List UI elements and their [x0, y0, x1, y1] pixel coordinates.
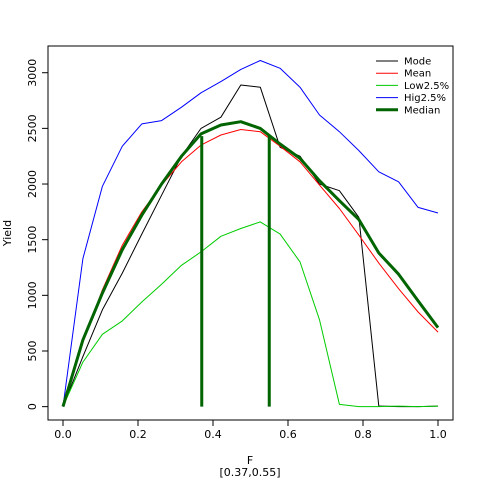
x-tick-label: 1.0: [429, 428, 447, 441]
series-line-mode: [62, 84, 439, 408]
x-tick-label: 0.0: [54, 428, 72, 441]
series-line-low2-5-: [62, 221, 439, 408]
series-line-hig2-5-: [62, 60, 439, 407]
y-tick-label: 3000: [26, 59, 39, 87]
plot-frame: [47, 45, 454, 421]
interval-lines: [200, 136, 271, 407]
series-layer: [61, 60, 440, 408]
y-tick-label: 0: [26, 403, 39, 410]
x-tick-label: 0.6: [279, 428, 297, 441]
y-tick-label: 2000: [26, 170, 39, 198]
legend-label: Hig2.5%: [404, 93, 446, 104]
legend-label: Median: [404, 105, 440, 116]
x-tick-label: 0.4: [204, 428, 222, 441]
series-line-mean: [62, 129, 439, 407]
legend-label: Low2.5%: [404, 81, 449, 92]
series-line-median: [61, 120, 440, 408]
y-tick-label: 1500: [26, 226, 39, 254]
y-tick-label: 1000: [26, 281, 39, 309]
y-axis-label: Yield: [1, 220, 14, 247]
x-tick-label: 0.8: [354, 428, 372, 441]
y-axis: 0 500 1000 1500 2000 2500 3000: [26, 59, 48, 410]
legend-label: Mode: [404, 57, 431, 68]
y-tick-label: 500: [26, 340, 39, 361]
x-axis: 0.0 0.2 0.4 0.6 0.8 1.0: [54, 420, 447, 441]
legend-label: Mean: [404, 69, 431, 80]
y-tick-label: 2500: [26, 114, 39, 142]
x-axis-label: F: [247, 454, 253, 467]
x-axis-sublabel: [0.37,0.55]: [219, 466, 280, 479]
x-tick-label: 0.2: [129, 428, 147, 441]
